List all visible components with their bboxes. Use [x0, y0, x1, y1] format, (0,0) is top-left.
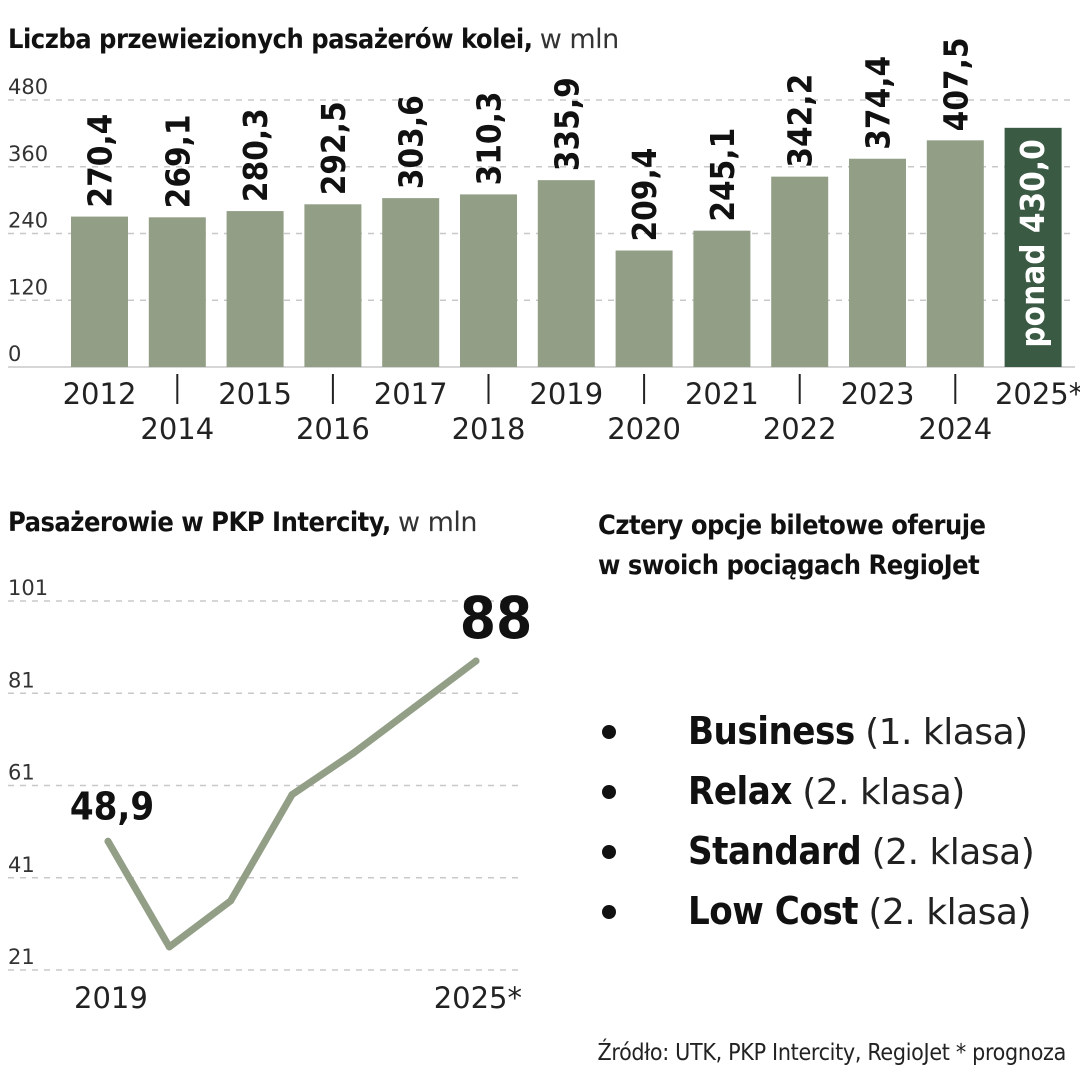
bar-value-label: 209,4 [625, 148, 664, 242]
bar-y-tick-label: 480 [8, 75, 48, 99]
bar-x-tick-label: 2014 [140, 412, 214, 446]
bar-x-tick-label: 2021 [685, 377, 759, 411]
line-chart: 21 41 61 81 101 48,9 88 2019 2025* [8, 576, 533, 1015]
bar-x-tick-label: 2016 [296, 412, 370, 446]
bar-value-label: 310,3 [470, 91, 509, 185]
bar-x-tick-label: 2017 [374, 377, 448, 411]
bar-value-label: 245,1 [703, 128, 742, 222]
bar-value-label: 269,1 [158, 114, 197, 208]
bar-y-tick-label: 0 [8, 342, 21, 366]
line-point [411, 703, 419, 711]
bar-y-tick-label: 120 [8, 275, 48, 299]
bar-value-label: 374,4 [859, 56, 898, 150]
ticket-option-class: (1. klasa) [865, 712, 1028, 753]
bar-value-label: 292,5 [314, 101, 353, 195]
ticket-option-low-cost: Low Cost (2. klasa) [598, 882, 1034, 942]
bar [226, 211, 284, 367]
bar-value-label: 407,5 [936, 37, 975, 131]
line-x-tick-label: 2025* [434, 981, 522, 1015]
line-y-tick-label: 61 [8, 761, 35, 785]
bar-chart-title-bold: Liczba przewiezionych pasażerów kolei, [8, 24, 533, 55]
line-chart-title-unit: w mln [397, 507, 478, 538]
ticket-option-class: (2. klasa) [868, 892, 1031, 933]
line-series [104, 657, 480, 951]
bar [460, 194, 517, 367]
line-point [104, 837, 112, 845]
bar [1004, 127, 1062, 367]
bar-x-tick-label: 2019 [529, 377, 603, 411]
ticket-options-panel: Cztery opcje biletowe oferuje w swoich p… [598, 506, 1068, 933]
line-point [349, 749, 357, 757]
line-chart-title: Pasażerowie w PKP Intercity, w mln [8, 507, 478, 538]
ticket-options-title-line2: w swoich pociągach RegioJet [598, 550, 980, 581]
bar [771, 176, 829, 367]
bar-chart: 0 120 240 360 480 270,4 2012 269,1 2014 280,3 2015… [8, 37, 1080, 446]
bar-value-label: 280,3 [236, 108, 275, 202]
bar-x-tick-label: 2025* [995, 377, 1080, 411]
line-x-tick-label: 2019 [74, 981, 148, 1015]
bar-x-tick-label: 2020 [607, 412, 681, 446]
bar-x-tick-label: 2024 [918, 412, 992, 446]
bar-value-label: ponad 430,0 [1013, 139, 1052, 347]
bar [849, 158, 906, 367]
line-y-tick-label: 41 [8, 853, 35, 877]
line-point [288, 791, 296, 799]
line-y-tick-label: 101 [8, 576, 48, 600]
bar-value-label: 342,2 [781, 74, 820, 168]
line-point-label: 88 [460, 584, 533, 652]
bar-value-label: 303,6 [392, 95, 431, 189]
bar-y-tick-label: 360 [8, 142, 48, 166]
bar [615, 250, 673, 367]
ticket-option-name: Low Cost [688, 889, 859, 933]
ticket-options-title-line1: Cztery opcje biletowe oferuje [598, 510, 986, 541]
line-y-tick-label: 81 [8, 668, 35, 692]
line-point [227, 897, 235, 905]
ticket-option-relax: Relax (2. klasa) [598, 762, 1034, 822]
bar-x-tick-label: 2023 [841, 377, 915, 411]
ticket-option-name: Relax [688, 769, 792, 813]
bar-value-label: 270,4 [81, 114, 120, 208]
bar-x-tick-label: 2022 [763, 412, 837, 446]
line-chart-title-bold: Pasażerowie w PKP Intercity, [8, 507, 391, 538]
bar-x-tick-label: 2015 [218, 377, 292, 411]
ticket-options-list: Business (1. klasa) Relax (2. klasa) Sta… [598, 702, 1035, 942]
bar [382, 198, 440, 367]
ticket-option-class: (2. klasa) [802, 772, 965, 813]
source-note: Źródło: UTK, PKP Intercity, RegioJet * p… [597, 1040, 1067, 1066]
ticket-option-class: (2. klasa) [871, 832, 1035, 873]
bar [926, 140, 984, 367]
bar [148, 217, 206, 367]
ticket-option-name: Business [688, 709, 855, 753]
bar-chart-title: Liczba przewiezionych pasażerów kolei, w… [8, 24, 619, 55]
bar [693, 230, 751, 367]
ticket-options-title: Cztery opcje biletowe oferuje w swoich p… [598, 506, 1068, 586]
bar-x-tick-label: 2018 [452, 412, 526, 446]
bar-y-tick-label: 240 [8, 209, 48, 233]
line-point-label: 48,9 [70, 784, 154, 828]
bar-chart-title-unit: w mln [539, 24, 620, 55]
line-point [165, 943, 173, 951]
bar-x-tick-label: 2012 [63, 377, 137, 411]
bar [71, 216, 128, 367]
line-point [472, 657, 480, 665]
ticket-option-business: Business (1. klasa) [598, 702, 1034, 762]
line-y-tick-label: 21 [8, 945, 35, 969]
bar-value-label: 335,9 [547, 77, 586, 171]
bar [537, 180, 595, 367]
ticket-option-name: Standard [688, 829, 862, 873]
bar [304, 204, 362, 367]
ticket-option-standard: Standard (2. klasa) [598, 822, 1035, 882]
